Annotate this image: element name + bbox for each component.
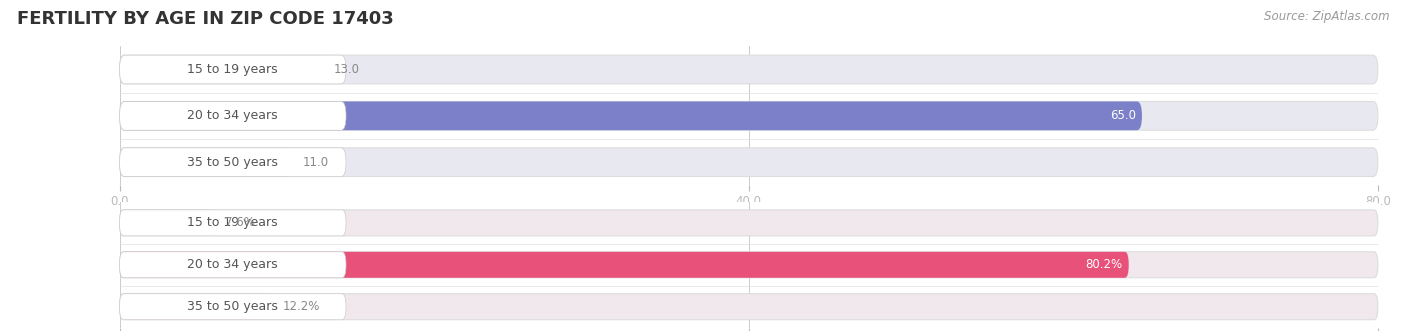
- FancyBboxPatch shape: [120, 294, 346, 320]
- FancyBboxPatch shape: [120, 294, 1378, 320]
- Text: 7.6%: 7.6%: [225, 216, 254, 229]
- FancyBboxPatch shape: [120, 210, 346, 236]
- FancyBboxPatch shape: [120, 148, 1378, 176]
- FancyBboxPatch shape: [120, 102, 346, 130]
- Text: 11.0: 11.0: [302, 156, 329, 169]
- FancyBboxPatch shape: [120, 252, 1129, 278]
- FancyBboxPatch shape: [120, 102, 1142, 130]
- FancyBboxPatch shape: [120, 148, 292, 176]
- FancyBboxPatch shape: [120, 210, 1378, 236]
- Text: FERTILITY BY AGE IN ZIP CODE 17403: FERTILITY BY AGE IN ZIP CODE 17403: [17, 10, 394, 28]
- FancyBboxPatch shape: [120, 210, 215, 236]
- FancyBboxPatch shape: [120, 252, 346, 278]
- Text: 20 to 34 years: 20 to 34 years: [187, 258, 278, 271]
- Text: Source: ZipAtlas.com: Source: ZipAtlas.com: [1264, 10, 1389, 23]
- Text: 80.2%: 80.2%: [1085, 258, 1122, 271]
- FancyBboxPatch shape: [120, 55, 323, 84]
- FancyBboxPatch shape: [120, 55, 346, 84]
- Text: 20 to 34 years: 20 to 34 years: [187, 109, 278, 122]
- Text: 12.2%: 12.2%: [283, 300, 321, 313]
- FancyBboxPatch shape: [120, 252, 1378, 278]
- FancyBboxPatch shape: [120, 294, 273, 320]
- Text: 35 to 50 years: 35 to 50 years: [187, 156, 278, 169]
- FancyBboxPatch shape: [120, 148, 346, 176]
- Text: 65.0: 65.0: [1109, 109, 1136, 122]
- FancyBboxPatch shape: [120, 102, 1378, 130]
- Text: 13.0: 13.0: [335, 63, 360, 76]
- Text: 35 to 50 years: 35 to 50 years: [187, 300, 278, 313]
- FancyBboxPatch shape: [120, 55, 1378, 84]
- Text: 15 to 19 years: 15 to 19 years: [187, 216, 278, 229]
- Text: 15 to 19 years: 15 to 19 years: [187, 63, 278, 76]
